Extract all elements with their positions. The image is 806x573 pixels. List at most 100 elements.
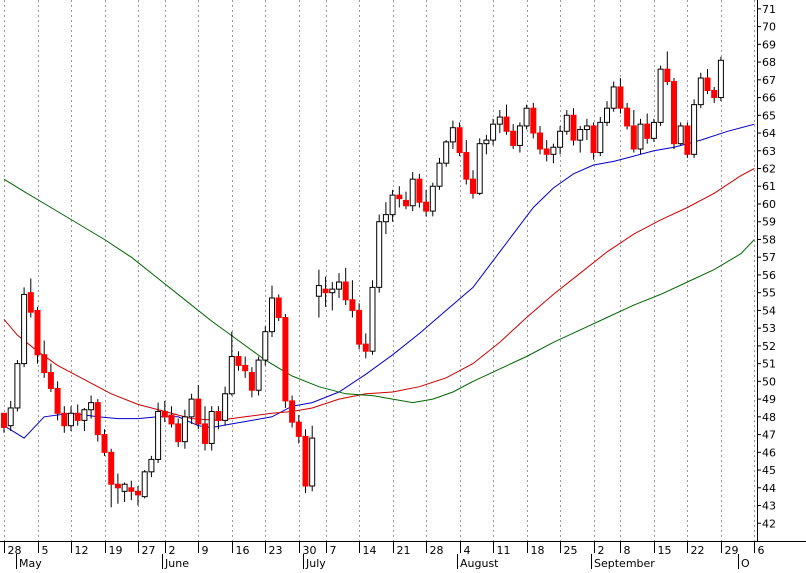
y-tick-label: 69 <box>762 38 776 51</box>
candle-body <box>121 483 128 492</box>
candle-body <box>262 331 269 361</box>
candle-body <box>61 412 68 427</box>
candle <box>717 56 724 102</box>
candle-body <box>74 412 81 421</box>
moving-average-line <box>3 178 755 404</box>
candle-body <box>7 407 14 427</box>
candle-body <box>684 125 691 155</box>
candle-body <box>563 114 570 132</box>
candle <box>510 124 517 149</box>
x-tick-label: 2 <box>598 544 605 557</box>
candle <box>496 109 503 134</box>
candle-body <box>175 423 182 443</box>
candle-body <box>47 371 54 389</box>
candle <box>14 360 21 412</box>
candle-body <box>135 490 141 496</box>
x-tick-label: 6 <box>758 544 765 557</box>
candle <box>74 404 81 426</box>
y-tick-label: 62 <box>762 163 776 176</box>
candle-body <box>429 185 436 212</box>
candle-body <box>322 288 329 294</box>
candle <box>202 406 208 451</box>
candle-body <box>396 194 403 200</box>
x-tick-label: 22 <box>691 544 705 557</box>
candle-body <box>657 68 664 123</box>
candle-body <box>81 409 88 421</box>
candle <box>530 102 537 139</box>
candle <box>490 118 497 146</box>
candle <box>376 214 383 293</box>
candle-body <box>336 281 342 290</box>
candle <box>369 280 376 355</box>
candle-body <box>403 199 409 207</box>
candle-body <box>342 281 349 301</box>
moving-average-layer <box>3 123 755 439</box>
candle-body <box>677 125 684 145</box>
candle-body <box>516 125 523 146</box>
candle <box>583 118 590 141</box>
candle-body <box>717 59 724 99</box>
candle <box>697 72 704 109</box>
candle <box>121 482 128 502</box>
candle <box>222 386 229 426</box>
candle <box>168 406 175 428</box>
candle-body <box>269 297 275 333</box>
candle <box>94 399 101 442</box>
candle <box>597 117 604 157</box>
candle <box>181 409 188 449</box>
candle <box>88 395 95 419</box>
candle-body <box>537 132 543 150</box>
candle <box>624 102 631 130</box>
candle <box>114 473 121 504</box>
candle-body <box>483 139 490 145</box>
candle-body <box>108 451 115 485</box>
candle <box>523 104 530 130</box>
candle-body <box>409 178 416 207</box>
y-tick-label: 43 <box>762 500 776 513</box>
candle-body <box>376 221 383 288</box>
candle-body <box>275 297 282 319</box>
candle-body <box>510 130 517 146</box>
candle <box>456 122 463 157</box>
candle-body <box>349 299 356 311</box>
candle-body <box>235 356 242 366</box>
y-tick-label: 71 <box>762 3 776 16</box>
x-tick-label: 18 <box>531 544 545 557</box>
y-tick-label: 48 <box>762 411 776 424</box>
x-tick-label: 19 <box>109 544 123 557</box>
candle-body <box>423 201 430 212</box>
x-tick-label: 30 <box>303 544 317 557</box>
month-label: August <box>460 557 499 569</box>
y-tick-label: 42 <box>762 517 776 530</box>
candle <box>671 78 677 149</box>
candle <box>644 113 651 144</box>
candle <box>449 120 456 149</box>
candle <box>275 294 282 322</box>
candle-body <box>202 423 208 444</box>
candle <box>577 125 584 153</box>
candle-body <box>148 458 155 473</box>
candle <box>322 276 329 307</box>
candle-body <box>222 393 229 421</box>
candle-body <box>41 354 48 373</box>
candle <box>604 101 610 126</box>
candle <box>135 486 141 506</box>
x-tick-label: 7 <box>330 544 337 557</box>
candle-body <box>443 141 450 164</box>
candle-body <box>88 402 95 411</box>
candle-body <box>1 412 7 428</box>
y-tick-label: 52 <box>762 340 776 353</box>
candle <box>148 455 155 478</box>
candle <box>329 282 336 311</box>
y-tick-label: 70 <box>762 21 776 34</box>
y-tick-label: 65 <box>762 109 776 122</box>
candle-body <box>114 483 121 489</box>
candle <box>570 108 577 146</box>
moving-average-line <box>3 168 755 421</box>
candle-body <box>583 125 590 130</box>
candle-body <box>181 416 188 443</box>
candle <box>382 202 389 235</box>
x-tick-label: 9 <box>202 544 209 557</box>
